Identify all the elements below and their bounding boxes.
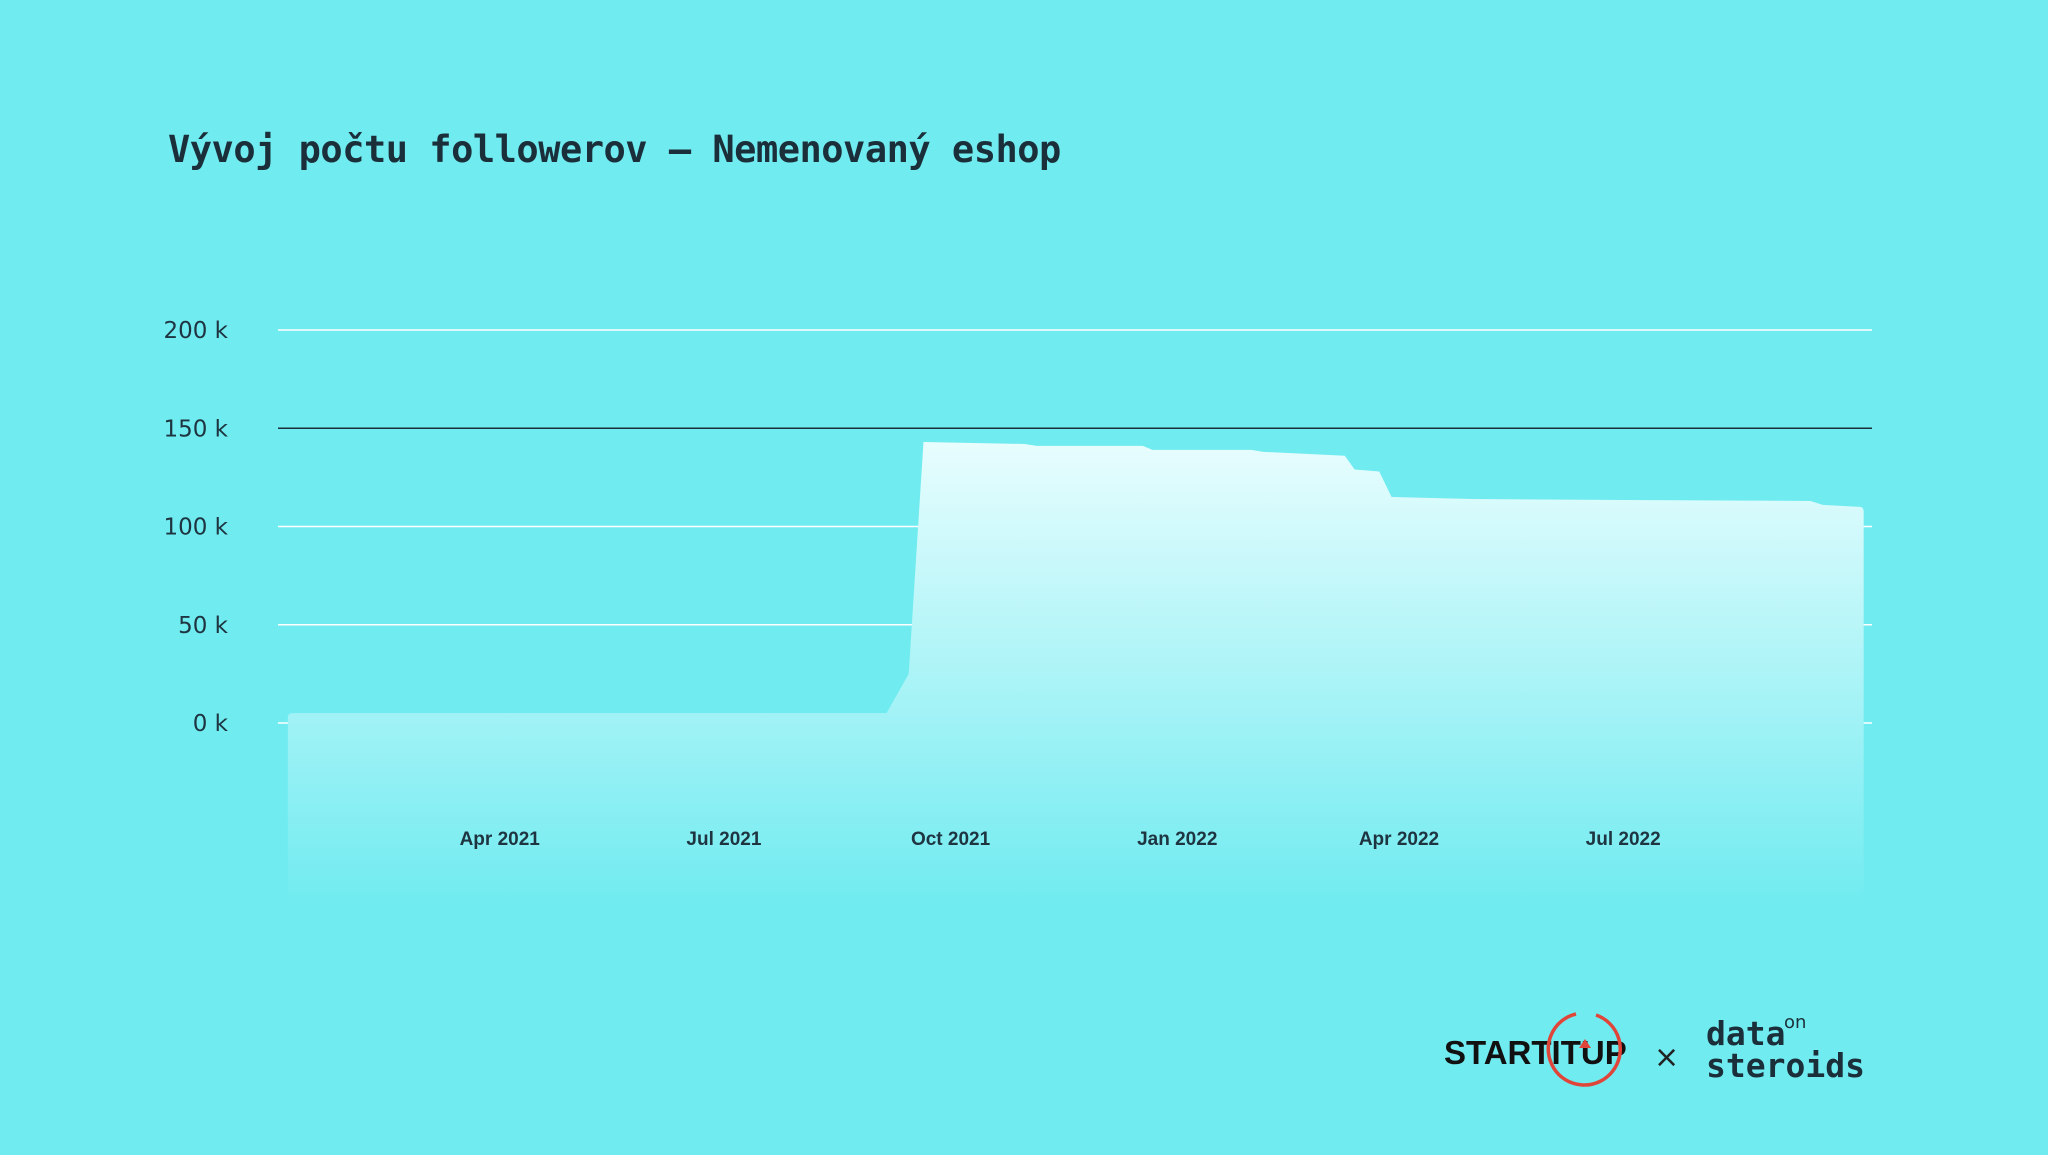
x-tick-label: Jan 2022 xyxy=(1137,829,1217,850)
y-axis: 0 k 50 k 100 k 150 k 200 k xyxy=(163,318,228,737)
x-axis: Apr 2021 Jul 2021 Oct 2021 Jan 2022 Apr 2022… xyxy=(460,829,1661,850)
y-tick-label: 0 k xyxy=(193,711,229,737)
logo-data-word: data xyxy=(1706,1014,1786,1053)
x-tick-label: Apr 2022 xyxy=(1359,829,1439,850)
startitup-logo: STARTITUP xyxy=(1444,1034,1627,1071)
footer-logos: STARTITUP × data steroids on xyxy=(1440,1008,1865,1098)
series-area-0 xyxy=(287,442,1864,905)
separator-icon: × xyxy=(1654,1040,1680,1075)
y-tick-label: 150 k xyxy=(163,416,228,442)
y-tick-label: 100 k xyxy=(163,515,228,541)
x-tick-label: Jul 2021 xyxy=(686,829,761,850)
x-tick-label: Apr 2021 xyxy=(460,829,541,850)
y-tick-label: 200 k xyxy=(163,318,228,344)
data-on-steroids-logo: data steroids xyxy=(1706,1014,1865,1085)
chart-title: Vývoj počtu followerov – Nemenovaný esho… xyxy=(168,128,1061,171)
area-layer xyxy=(287,442,1864,905)
logo-on-word: on xyxy=(1784,1012,1807,1033)
x-tick-label: Jul 2022 xyxy=(1586,829,1661,850)
x-tick-label: Oct 2021 xyxy=(911,829,991,850)
startitup-ring-icon xyxy=(1546,1012,1623,1087)
logo-steroids-word: steroids xyxy=(1706,1046,1865,1085)
y-tick-label: 50 k xyxy=(178,613,229,639)
